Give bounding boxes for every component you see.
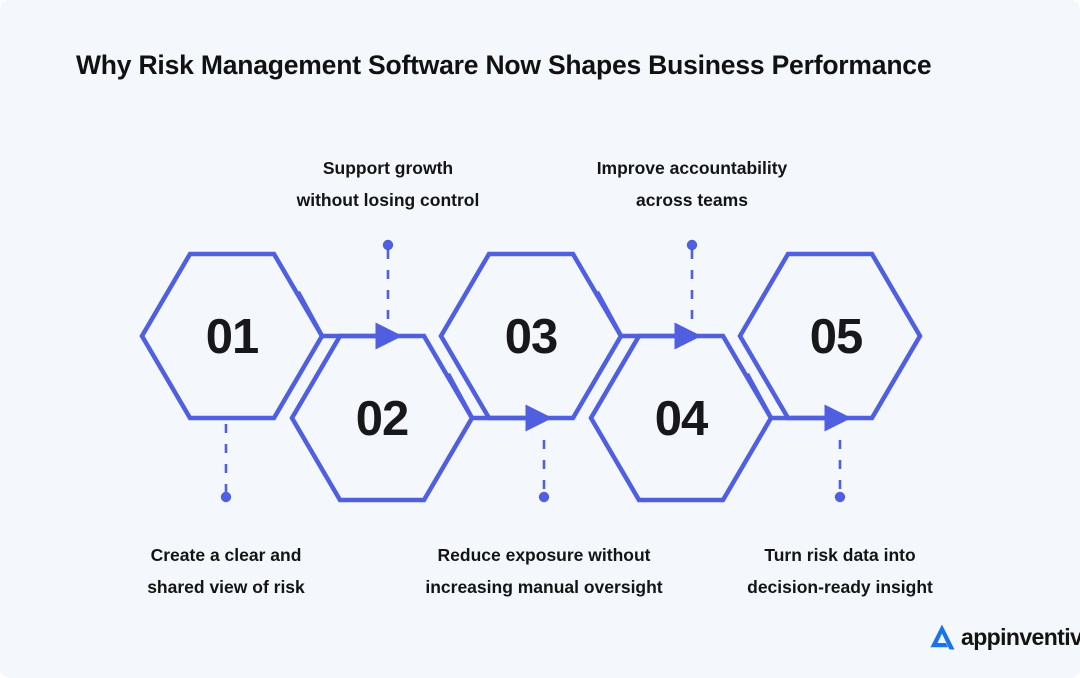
caption-step-03-line1: Reduce exposure without <box>437 545 651 565</box>
connector-arrow-3 <box>595 290 702 350</box>
caption-step-04-line1: Improve accountability <box>596 158 788 178</box>
caption-step-02-line1: Support growth <box>322 158 454 178</box>
caption-step-01: Create a clear and shared view of risk <box>73 539 379 603</box>
connector-arrow-1 <box>296 290 403 350</box>
caption-step-05-line1: Turn risk data into <box>764 545 916 565</box>
caption-step-05: Turn risk data into decision-ready insig… <box>687 539 993 603</box>
hexagon-02[interactable] <box>289 333 475 503</box>
page-title: Why Risk Management Software Now Shapes … <box>76 50 932 80</box>
leader-dot-01 <box>220 491 232 503</box>
leader-dot-04 <box>686 239 698 251</box>
brand-logo: appinventiv <box>925 620 1080 654</box>
hexagon-04[interactable] <box>588 333 774 503</box>
caption-step-04-line2: across teams <box>636 190 748 210</box>
hexagon-05[interactable] <box>737 251 923 421</box>
caption-step-04: Improve accountability across teams <box>539 152 845 216</box>
hexagon-number-05: 05 <box>809 310 864 364</box>
leader-dot-03 <box>538 491 550 503</box>
hexagon-number-01: 01 <box>205 310 260 364</box>
appinventiv-mark-icon <box>930 624 955 650</box>
caption-step-03-line2: increasing manual oversight <box>425 577 663 597</box>
leader-dot-02 <box>382 239 394 251</box>
connector-arrow-2 <box>446 372 553 432</box>
leader-dot-05 <box>834 491 846 503</box>
hexagon-number-03: 03 <box>504 310 559 364</box>
caption-step-01-line1: Create a clear and <box>150 545 302 565</box>
hexagon-03[interactable] <box>438 251 624 421</box>
hexagon-01[interactable] <box>139 251 325 421</box>
connector-arrow-4 <box>745 372 852 432</box>
hexagon-number-02: 02 <box>355 392 410 446</box>
caption-step-02: Support growth without losing control <box>235 152 541 216</box>
caption-step-05-line2: decision-ready insight <box>747 577 933 597</box>
caption-step-03: Reduce exposure without increasing manua… <box>378 539 710 603</box>
caption-step-02-line2: without losing control <box>296 190 480 210</box>
brand-name: appinventiv <box>961 623 1080 650</box>
hexagon-number-04: 04 <box>654 392 709 446</box>
caption-step-01-line2: shared view of risk <box>147 577 305 597</box>
